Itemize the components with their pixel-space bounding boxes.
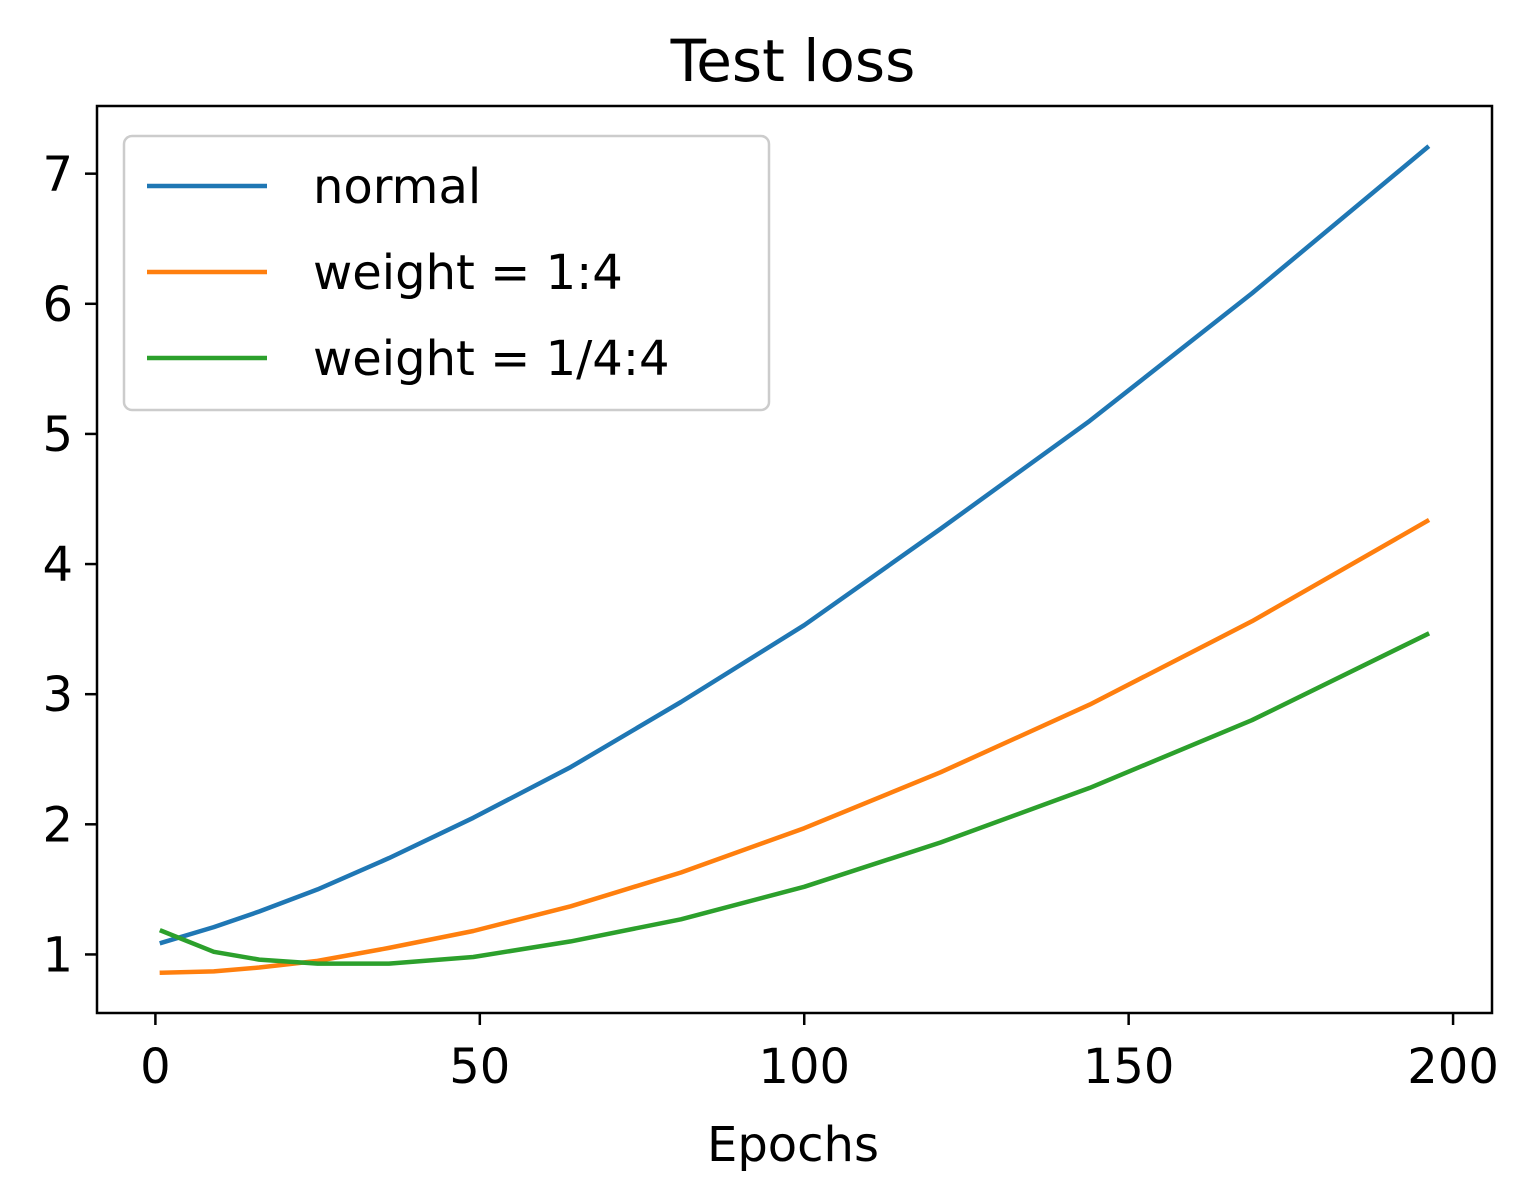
y-tick-label: 6 [42,277,73,333]
series-line-3 [158,631,1431,966]
plot-area-frame [95,104,1494,1015]
y-tick-label: 3 [42,667,73,723]
y-tick-label: 4 [42,537,73,593]
x-tick-label: 150 [1083,1039,1175,1095]
x-tick-label: 0 [140,1039,171,1095]
x-tick-label: 200 [1407,1039,1499,1095]
series-line-2 [159,518,1431,976]
legend-label-3: weight = 1/4:4 [313,331,670,387]
y-tick-label: 5 [42,407,73,463]
x-tick-label: 100 [758,1039,850,1095]
y-tick-label: 2 [42,797,73,853]
legend: normal weight = 1:4 weight = 1/4:4 [122,134,771,412]
y-axis-ticks: 1 2 3 4 5 6 7 [42,147,97,983]
legend-label-1: normal [313,159,481,215]
y-tick-label: 7 [42,147,73,203]
y-tick-label: 1 [42,927,73,983]
series-line-1 [159,144,1431,946]
series-lines [158,144,1431,976]
legend-label-2: weight = 1:4 [313,245,623,301]
x-axis-ticks: 0 50 100 150 200 [140,1013,1499,1095]
x-tick-label: 50 [449,1039,510,1095]
chart-title: Test loss [670,27,916,95]
legend-box [122,134,771,412]
x-axis-label: Epochs [707,1117,879,1173]
